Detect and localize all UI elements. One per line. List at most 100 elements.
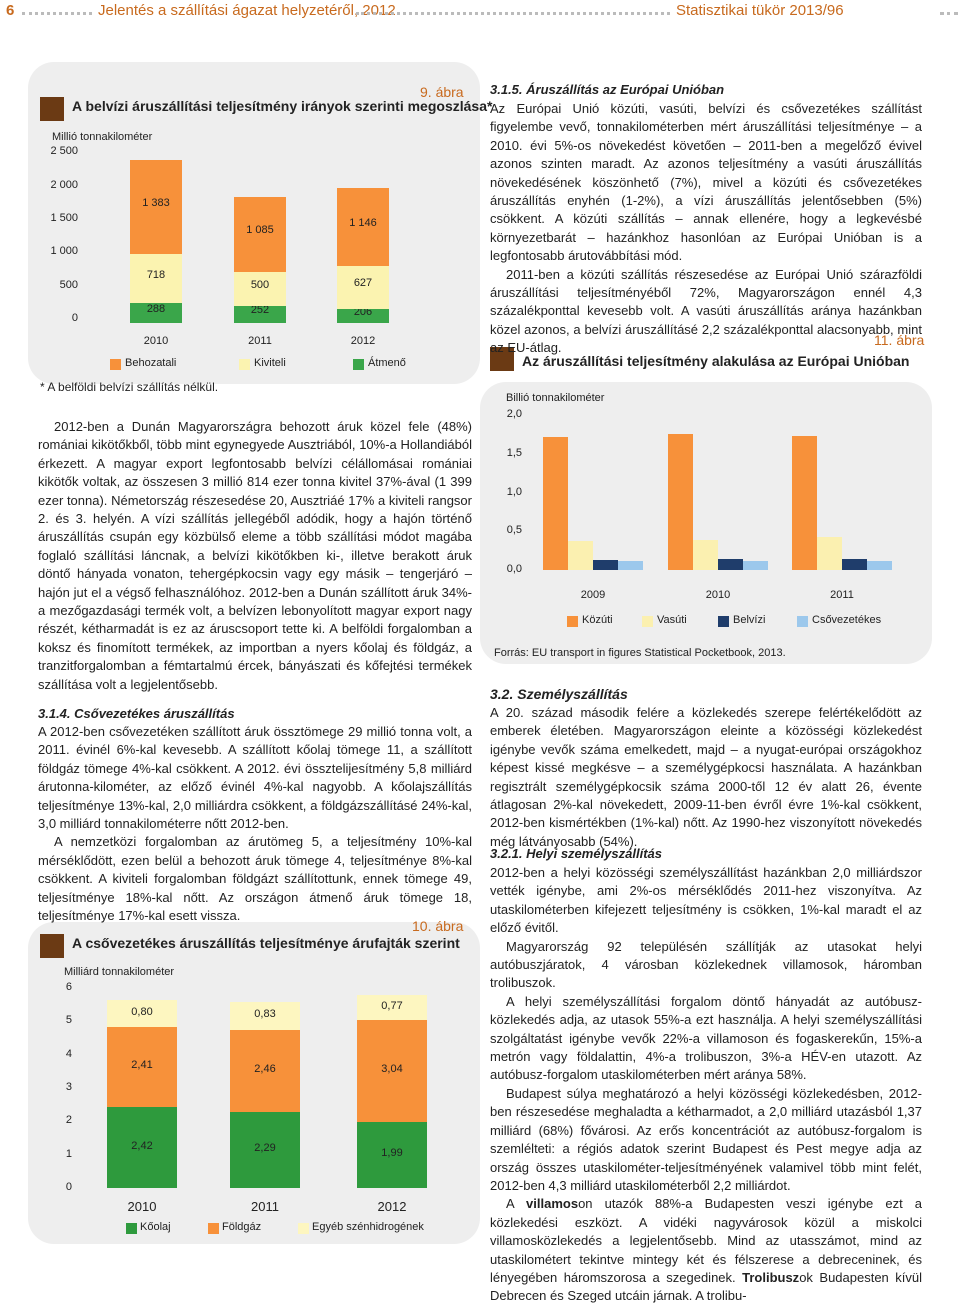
figure11-y-tick: 0,0	[506, 563, 522, 575]
figure9-title-square	[40, 97, 64, 121]
figure9-data-label: 288	[146, 303, 166, 316]
figure10-bar	[107, 1027, 177, 1108]
figure10-legend-label: Kőolaj	[140, 1221, 171, 1233]
figure10-x-tick: 2010	[127, 1199, 157, 1214]
right-text-p2: 2011-ben a közúti szállítás részesedése …	[490, 266, 922, 356]
figure11-bar	[593, 559, 618, 570]
figure11-legend-label: Közúti	[582, 614, 613, 626]
figure9-data-label: 500	[250, 278, 270, 291]
figure9-bar	[337, 266, 389, 309]
right-text-p3: A 20. század második felére a közlekedés…	[490, 705, 922, 849]
left-text-p1: 2012-ben a Dunán Magyarországra behozott…	[38, 419, 472, 692]
figure11-x-tick: 2011	[830, 589, 854, 601]
section-3-1-5-title: 3.1.5. Áruszállítás az Európai Unióban	[490, 82, 725, 97]
figure9-bar	[337, 308, 389, 323]
figure11-x-tick: 2009	[580, 589, 606, 601]
figure9-y-tick: 500	[59, 279, 78, 291]
figure10-data-label: 3,04	[381, 1063, 403, 1075]
figure10-y-tick: 1	[65, 1147, 72, 1160]
figure11-y-tick: 1,0	[506, 485, 522, 498]
right-text-p5: Magyarország 92 településén szállítják a…	[490, 938, 922, 991]
right-text-p8-a: A	[506, 1196, 527, 1212]
header-divider	[22, 12, 92, 15]
figure10-legend-swatch	[126, 1223, 137, 1234]
figure9-bar	[337, 187, 389, 266]
header-divider	[940, 12, 958, 15]
figure11-y-tick: 0,5	[506, 524, 522, 537]
figure9-data-label: 252	[250, 304, 270, 317]
figure11-y-tick: 1,5	[506, 446, 522, 459]
figure9-bar	[130, 303, 182, 323]
figure9-data-label: 1 146	[349, 216, 377, 229]
right-text-p8-bold2: Trolibusz	[742, 1269, 800, 1285]
figure11-legend-label: Belvízi	[733, 614, 766, 626]
figure10-y-tick: 2	[65, 1114, 72, 1127]
figure11-bar	[568, 541, 593, 570]
left-text-p2: A 2012-ben csővezetéken szállított áruk …	[38, 724, 472, 832]
figure10-title: A csővezetékes áruszállítás teljesítmény…	[72, 935, 460, 951]
figure10-bar	[357, 994, 427, 1021]
figure10-y-tick: 0	[65, 1181, 72, 1193]
figure11-bar	[718, 558, 743, 570]
right-paragraph-2: A 20. század második felére a közlekedés…	[490, 704, 922, 851]
figure9-y-tick: 0	[71, 312, 78, 324]
section-3-2-title: 3.2. Személyszállítás	[490, 686, 628, 702]
figure9-x-tick: 2010	[143, 335, 169, 347]
figure9-x-tick: 2011	[248, 335, 272, 347]
figure10-data-label: 1,99	[381, 1146, 403, 1159]
figure11-legend-swatch	[567, 616, 578, 627]
figure10-data-label: 2,42	[131, 1139, 153, 1152]
figure10-number: 10. ábra	[412, 918, 464, 934]
figure9-legend-label: Behozatali	[125, 357, 177, 369]
right-text-p4: 2012-ben a helyi közösségi személyszállí…	[490, 865, 922, 936]
figure9-y-tick: 1 500	[50, 212, 78, 224]
figure11-number: 11. ábra	[874, 332, 925, 348]
right-paragraph-1: Az Európai Unió közúti, vasúti, belvízi …	[490, 100, 922, 358]
figure11-legend-label: Csővezetékes	[812, 614, 882, 626]
figure9-data-label: 206	[353, 305, 373, 318]
figure9-y-tick: 2 000	[50, 179, 78, 191]
figure11-bar	[743, 560, 768, 570]
figure9-y-tick: 2 500	[50, 145, 78, 157]
figure11-title-square	[490, 347, 514, 371]
figure9-bar	[234, 197, 286, 272]
figure9-data-label: 718	[146, 268, 166, 281]
figure10-data-label: 2,46	[254, 1062, 276, 1075]
figure9-title: A belvízi áruszállítási teljesítmény irá…	[72, 98, 493, 114]
figure10-data-label: 0,83	[254, 1007, 276, 1020]
figure9-number: 9. ábra	[420, 84, 464, 100]
figure11-legend-swatch	[797, 616, 808, 627]
figure11-y-tick: 2,0	[506, 408, 522, 420]
figure10-bar	[230, 1111, 300, 1188]
figure11-bar	[867, 560, 892, 570]
figure9-legend-swatch	[239, 359, 250, 370]
figure10-bar	[230, 1002, 300, 1030]
header-right-title: Statisztikai tükör 2013/96	[676, 2, 844, 19]
figure10-data-label: 2,29	[254, 1141, 276, 1154]
figure10-y-tick: 4	[65, 1047, 72, 1060]
figure9-footnote: * A belföldi belvízi szállítás nélkül.	[40, 380, 219, 394]
figure11-bar	[618, 560, 643, 570]
figure10-y-tick: 5	[65, 1014, 72, 1027]
figure9-legend-swatch	[110, 359, 121, 370]
figure11-source: Forrás: EU transport in figures Statisti…	[494, 647, 786, 659]
figure11-legend-label: Vasúti	[657, 614, 687, 626]
right-text-p8: A villamoson utazók 88%-a Budapesten ves…	[490, 1195, 922, 1305]
right-paragraph-3: 2012-ben a helyi közösségi személyszállí…	[490, 864, 922, 1306]
figure10-y-tick: 3	[65, 1081, 72, 1093]
figure11-bar	[693, 539, 718, 570]
figure11-bar	[668, 433, 693, 570]
figure10-bar	[107, 1107, 177, 1188]
figure10-legend-swatch	[298, 1223, 309, 1234]
figure10-bar	[107, 1000, 177, 1027]
figure9-data-label: 1 085	[246, 224, 274, 237]
figure10-title-square	[40, 934, 64, 958]
header-divider	[356, 12, 670, 15]
figure11-unit: Billió tonnakilométer	[506, 392, 605, 404]
right-text-p8-bold1: villamos	[526, 1196, 579, 1212]
figure10-bar	[230, 1029, 300, 1112]
figure10-y-tick: 6	[65, 981, 72, 993]
figure11-title: Az áruszállítási teljesítmény alakulása …	[522, 353, 910, 369]
figure10-data-label: 0,77	[381, 999, 403, 1012]
left-paragraph-1: 2012-ben a Dunán Magyarországra behozott…	[38, 418, 472, 694]
